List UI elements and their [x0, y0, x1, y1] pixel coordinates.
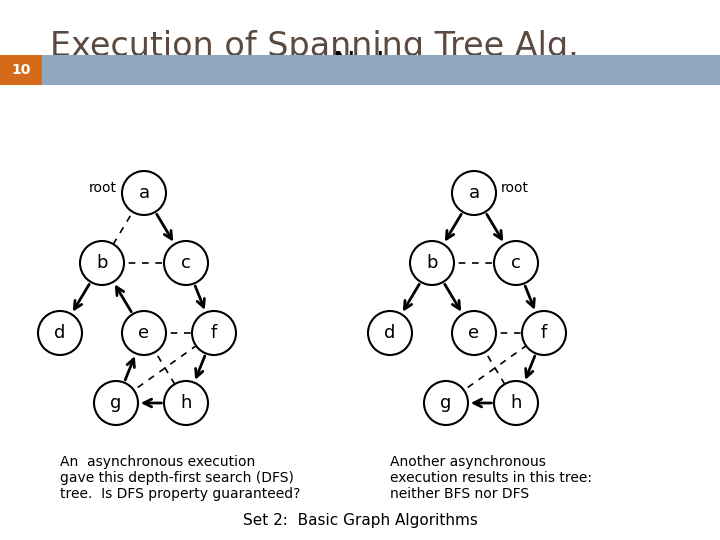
Circle shape	[122, 171, 166, 215]
Circle shape	[164, 381, 208, 425]
Circle shape	[424, 381, 468, 425]
Text: Set 2:  Basic Graph Algorithms: Set 2: Basic Graph Algorithms	[243, 513, 477, 528]
Text: g: g	[110, 394, 122, 412]
Circle shape	[452, 171, 496, 215]
Text: root: root	[89, 181, 117, 195]
Text: root: root	[501, 181, 529, 195]
Text: e: e	[138, 324, 150, 342]
Circle shape	[452, 311, 496, 355]
Text: a: a	[138, 184, 150, 202]
Text: e: e	[469, 324, 480, 342]
Text: d: d	[384, 324, 396, 342]
Text: h: h	[510, 394, 522, 412]
Circle shape	[94, 381, 138, 425]
Bar	[42, 55, 720, 85]
Circle shape	[192, 311, 236, 355]
Text: b: b	[96, 254, 108, 272]
Circle shape	[494, 381, 538, 425]
Circle shape	[80, 241, 124, 285]
Text: a: a	[469, 184, 480, 202]
Circle shape	[368, 311, 412, 355]
Text: No!: No!	[333, 50, 387, 79]
Text: h: h	[180, 394, 192, 412]
Text: g: g	[441, 394, 451, 412]
Text: d: d	[54, 324, 66, 342]
Text: 10: 10	[12, 63, 31, 77]
Text: f: f	[211, 324, 217, 342]
Circle shape	[38, 311, 82, 355]
Circle shape	[522, 311, 566, 355]
Circle shape	[164, 241, 208, 285]
Text: An  asynchronous execution
gave this depth-first search (DFS)
tree.  Is DFS prop: An asynchronous execution gave this dept…	[60, 455, 300, 502]
Bar	[0, 55, 42, 85]
Text: f: f	[541, 324, 547, 342]
Circle shape	[122, 311, 166, 355]
Text: b: b	[426, 254, 438, 272]
Text: c: c	[511, 254, 521, 272]
Circle shape	[494, 241, 538, 285]
Text: Another asynchronous
execution results in this tree:
neither BFS nor DFS: Another asynchronous execution results i…	[390, 455, 592, 502]
Text: c: c	[181, 254, 191, 272]
Circle shape	[410, 241, 454, 285]
Text: Execution of Spanning Tree Alg.: Execution of Spanning Tree Alg.	[50, 30, 579, 63]
